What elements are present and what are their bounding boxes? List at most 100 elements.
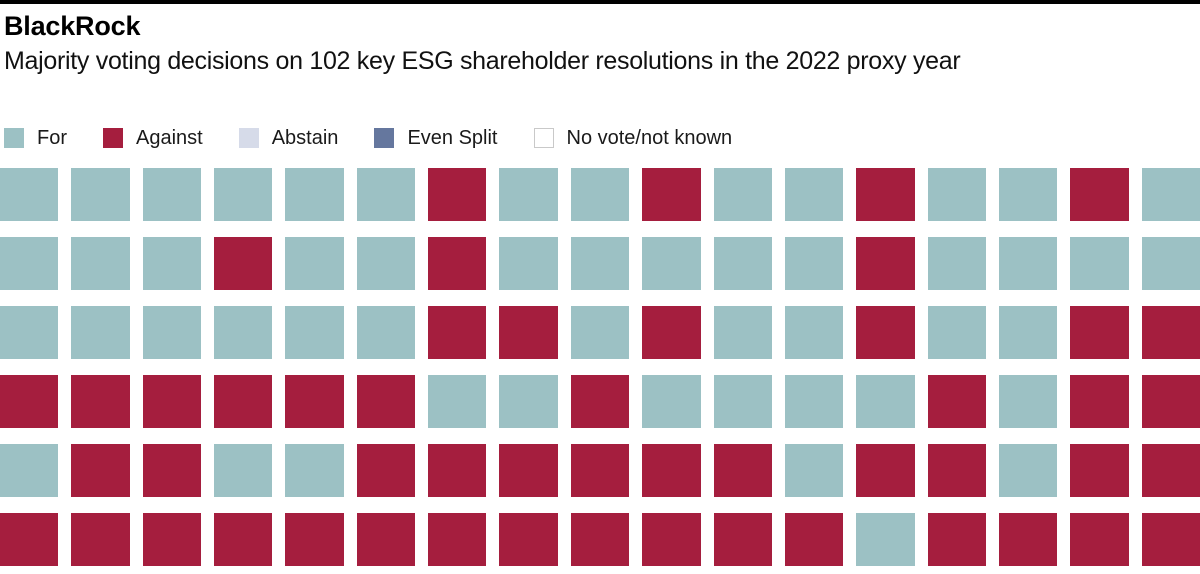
waffle-cell-r1c14 [927, 168, 986, 221]
waffle-cell-r5c13 [856, 444, 915, 497]
legend-label: No vote/not known [566, 126, 733, 149]
waffle-cell-r3c6 [356, 306, 416, 359]
waffle-cell-r1c11 [713, 168, 772, 221]
waffle-cell-r5c4 [214, 444, 273, 497]
waffle-cell-r2c9 [570, 237, 630, 290]
waffle-cell-r4c14 [927, 375, 986, 428]
waffle-cell-r3c9 [570, 306, 630, 359]
waffle-cell-r1c6 [356, 168, 416, 221]
waffle-cell-r6c6 [356, 513, 416, 566]
legend-item-against: Against [103, 127, 203, 150]
waffle-cell-r1c10 [642, 168, 701, 221]
waffle-cell-r3c1 [0, 306, 59, 359]
waffle-cell-r3c14 [927, 306, 986, 359]
waffle-cell-r2c6 [356, 237, 416, 290]
waffle-cell-r2c2 [71, 237, 130, 290]
legend-swatch-icon [238, 128, 259, 148]
waffle-cell-r4c5 [285, 375, 344, 428]
waffle-cell-r6c10 [642, 513, 701, 566]
waffle-cell-r4c7 [428, 375, 487, 428]
waffle-cell-r2c13 [856, 237, 915, 290]
waffle-cell-r3c8 [499, 306, 558, 359]
legend: For Against Abstain Even Split No vote/not k… [4, 126, 1200, 150]
waffle-cell-r2c12 [784, 237, 844, 290]
waffle-cell-r3c3 [142, 306, 202, 359]
waffle-cell-r4c12 [784, 375, 844, 428]
waffle-cell-r4c3 [142, 375, 202, 428]
waffle-cell-r5c12 [784, 444, 844, 497]
waffle-cell-r3c13 [856, 306, 915, 359]
waffle-cell-r2c4 [214, 237, 273, 290]
waffle-cell-r3c11 [713, 306, 772, 359]
waffle-cell-r6c9 [570, 513, 630, 566]
waffle-cell-r6c16 [1070, 513, 1129, 566]
waffle-cell-r4c2 [71, 375, 130, 428]
waffle-cell-r1c9 [570, 168, 630, 221]
waffle-cell-r5c2 [71, 444, 130, 497]
waffle-cell-r3c2 [71, 306, 130, 359]
waffle-cell-r4c9 [570, 375, 630, 428]
chart-subtitle: Majority voting decisions on 102 key ESG… [4, 47, 961, 75]
waffle-cell-r6c15 [998, 513, 1058, 566]
waffle-cell-r4c10 [642, 375, 701, 428]
waffle-cell-r6c2 [71, 513, 130, 566]
waffle-cell-r3c12 [784, 306, 844, 359]
waffle-cell-r5c3 [142, 444, 202, 497]
legend-item-no-vote-not-known: No vote/not known [533, 126, 733, 150]
waffle-cell-r3c5 [285, 306, 344, 359]
waffle-cell-r2c15 [998, 237, 1058, 290]
waffle-cell-r6c7 [428, 513, 487, 566]
waffle-cell-r3c15 [998, 306, 1058, 359]
waffle-cell-r2c17 [1141, 237, 1200, 290]
waffle-cell-r1c1 [0, 168, 59, 221]
waffle-cell-r2c7 [428, 237, 487, 290]
waffle-cell-r2c16 [1070, 237, 1129, 290]
waffle-cell-r4c4 [214, 375, 273, 428]
waffle-cell-r5c6 [356, 444, 416, 497]
waffle-cell-r2c5 [285, 237, 344, 290]
waffle-cell-r4c8 [499, 375, 558, 428]
legend-item-abstain: Abstain [238, 127, 338, 150]
waffle-cell-r1c7 [428, 168, 487, 221]
brand-title: BlackRock [4, 11, 141, 41]
legend-swatch-icon [374, 128, 395, 148]
legend-item-for: For [4, 127, 67, 150]
waffle-cell-r6c8 [499, 513, 558, 566]
waffle-cell-r1c13 [856, 168, 915, 221]
waffle-cell-r1c12 [784, 168, 844, 221]
waffle-cell-r3c4 [214, 306, 273, 359]
waffle-cell-r5c5 [285, 444, 344, 497]
waffle-cell-r6c4 [214, 513, 273, 566]
legend-swatch-icon [103, 128, 123, 148]
waffle-cell-r1c15 [998, 168, 1058, 221]
waffle-cell-r6c14 [927, 513, 986, 566]
legend-label: For [37, 126, 67, 149]
waffle-cell-r4c13 [856, 375, 915, 428]
waffle-cell-r4c6 [356, 375, 416, 428]
waffle-cell-r2c8 [499, 237, 558, 290]
waffle-cell-r4c17 [1141, 375, 1200, 428]
waffle-cell-r1c2 [71, 168, 130, 221]
waffle-cell-r5c10 [642, 444, 701, 497]
waffle-cell-r5c9 [570, 444, 630, 497]
waffle-cell-r1c4 [214, 168, 273, 221]
waffle-cell-r2c1 [0, 237, 59, 290]
waffle-cell-r3c17 [1141, 306, 1200, 359]
waffle-cell-r6c17 [1141, 513, 1200, 566]
waffle-cell-r3c16 [1070, 306, 1129, 359]
waffle-cell-r5c11 [713, 444, 772, 497]
waffle-cell-r6c12 [784, 513, 844, 566]
waffle-cell-r5c7 [428, 444, 487, 497]
legend-label: Against [136, 126, 203, 149]
waffle-cell-r5c8 [499, 444, 558, 497]
waffle-cell-r6c11 [713, 513, 772, 566]
waffle-cell-r4c11 [713, 375, 772, 428]
waffle-cell-r1c8 [499, 168, 558, 221]
waffle-cell-r1c3 [142, 168, 202, 221]
top-accent-bar [0, 0, 1200, 4]
waffle-cell-r6c5 [285, 513, 344, 566]
legend-swatch-icon [4, 128, 24, 148]
waffle-cell-r2c10 [642, 237, 701, 290]
waffle-cell-r4c15 [998, 375, 1058, 428]
